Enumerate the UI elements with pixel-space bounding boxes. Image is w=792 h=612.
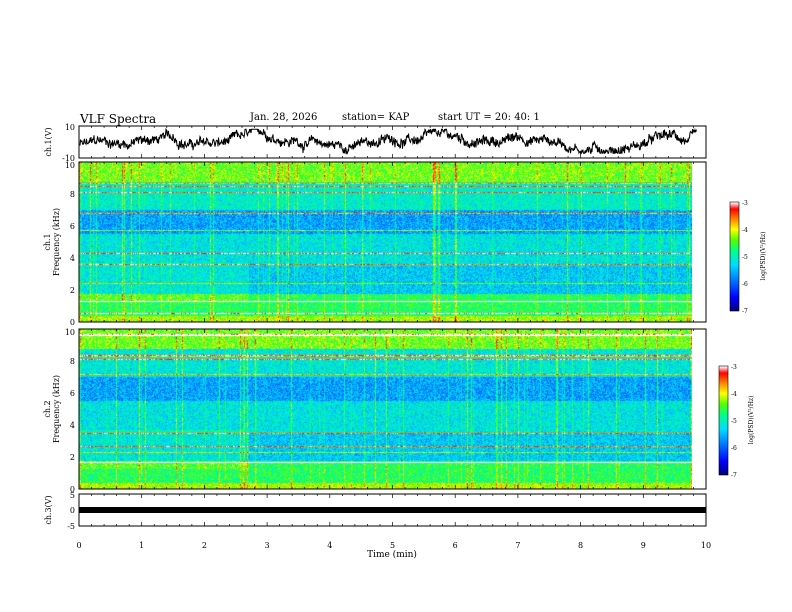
ch1-ytick-top: 10: [65, 123, 75, 132]
ch2-freq-tick-10: 10: [65, 328, 75, 337]
ch2-colorbar-image: [719, 366, 728, 475]
chart-title: VLF Spectra: [80, 112, 157, 126]
ch1-waveform-panel: 10 -10 ch.1(V): [44, 123, 707, 163]
ch1-cbar-tick-m7: -7: [742, 308, 748, 315]
ch2-cbar-tick-m5: -5: [731, 418, 737, 425]
ch3-ylabel: ch.3(V): [44, 495, 53, 524]
ch2-freq-tick-6: 6: [70, 389, 75, 398]
start-time-label: start UT = 20: 40: 1: [438, 112, 540, 123]
ch1-freq-tick-2: 2: [70, 286, 75, 295]
ch2-cbar-tick-m3: -3: [731, 364, 737, 371]
ch1-cbar-tick-m4: -4: [742, 227, 748, 234]
ch1-freq-tick-0: 0: [70, 318, 75, 327]
ch3-ytick-top: 5: [70, 491, 75, 500]
ch1-cbar-label: log(PSD)(V²/Hz): [760, 232, 767, 281]
ch2-spectrogram-panel: 0 2 4 6 8 10 ch.2 Frequency (kHz) -3 -4 …: [43, 328, 755, 494]
ch2-colorbar: -3 -4 -5 -6 -7 log(PSD)(V²/Hz): [718, 364, 755, 479]
time-axis: 0 1 2 3 4 5 6 7 8 9 10: [76, 541, 711, 550]
ch2-ytick-labels: 0 2 4 6 8 10: [65, 328, 75, 494]
ch1-cbar-tick-m6: -6: [742, 281, 748, 288]
station-label: station= KAP: [342, 112, 410, 123]
time-tick-label: 7: [515, 541, 520, 550]
time-axis-label: Time (min): [367, 549, 417, 560]
ch1-freq-tick-8: 8: [70, 190, 75, 199]
time-tick-label: 9: [641, 541, 646, 550]
ch1-ylabel: ch.1(V): [44, 127, 53, 156]
ch1-ylabel-frequency: Frequency (kHz): [52, 208, 61, 276]
ch1-freq-tick-4: 4: [70, 254, 75, 263]
ch3-waveform-panel: 5 0 -5 ch.3(V): [44, 491, 707, 531]
time-tick-label: 5: [390, 541, 395, 550]
ch1-colorbar-image: [730, 202, 739, 311]
ch2-spectrogram-image: [79, 329, 692, 489]
time-tick-label: 0: [76, 541, 81, 550]
ch2-freq-tick-8: 8: [70, 357, 75, 366]
ch2-freq-tick-0: 0: [70, 485, 75, 494]
time-tick-label: 8: [578, 541, 583, 550]
date-label: Jan. 28, 2026: [250, 112, 318, 123]
time-tick-label: 6: [453, 541, 458, 550]
time-tick-label: 10: [701, 541, 711, 550]
ch1-colorbar: -3 -4 -5 -6 -7 log(PSD)(V²/Hz): [729, 200, 767, 315]
ch2-ylabel-frequency: Frequency (kHz): [52, 375, 61, 443]
ch1-ytick-bottom: -10: [62, 154, 75, 163]
ch1-spectrogram-image: [79, 162, 692, 322]
ch1-ylabel-channel: ch.1: [43, 233, 52, 250]
time-tick-label: 3: [265, 541, 270, 550]
ch2-cbar-label: log(PSD)(V²/Hz): [748, 396, 755, 445]
ch3-ytick-mid: 0: [70, 506, 75, 515]
ch1-ytick-labels: 0 2 4 6 8 10: [65, 161, 75, 327]
ch2-cbar-tick-m6: -6: [731, 445, 737, 452]
ch2-ylabel-channel: ch.2: [43, 400, 52, 417]
ch3-ytick-bottom: -5: [67, 522, 75, 531]
ch1-cbar-tick-m3: -3: [742, 200, 748, 207]
ch1-spectrogram-panel: 0 2 4 6 8 10 ch.1 Frequency (kHz) -3 -4 …: [43, 161, 767, 327]
ch2-freq-tick-2: 2: [70, 453, 75, 462]
time-tick-label: 4: [327, 541, 332, 550]
ch2-cbar-tick-m4: -4: [731, 391, 737, 398]
ch1-cbar-tick-m5: -5: [742, 254, 748, 261]
ch1-waveform-trace: [79, 127, 697, 155]
ch1-freq-tick-10: 10: [65, 161, 75, 170]
time-tick-label: 1: [139, 541, 144, 550]
ch2-cbar-tick-m7: -7: [731, 472, 737, 479]
time-tick-label: 2: [202, 541, 207, 550]
ch2-freq-tick-4: 4: [70, 421, 75, 430]
ch1-freq-tick-6: 6: [70, 222, 75, 231]
